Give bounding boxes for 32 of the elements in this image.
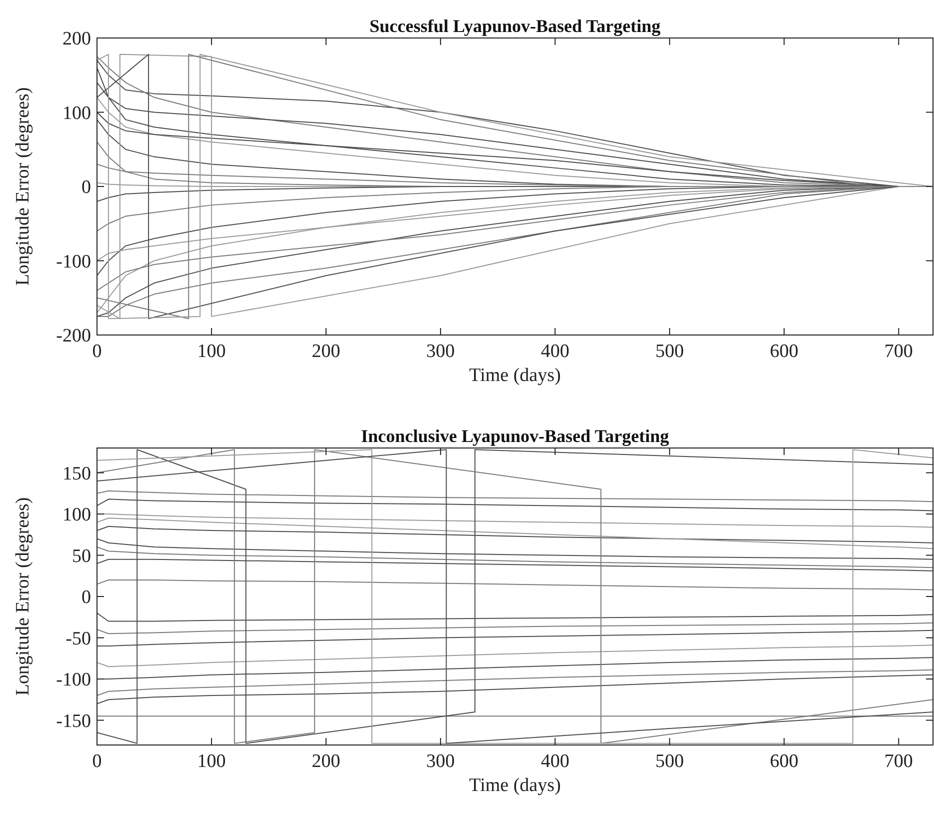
y-tick-label: 50 <box>72 546 91 567</box>
y-tick-label: 100 <box>62 504 91 526</box>
y-tick-label: 0 <box>82 587 91 608</box>
y-tick-label: 200 <box>62 28 91 50</box>
y-tick-label: -150 <box>56 710 91 732</box>
y-tick-label: 150 <box>62 463 91 484</box>
x-tick-label: 100 <box>197 751 226 772</box>
x-axis-title: Time (days) <box>469 365 561 386</box>
x-tick-label: 200 <box>312 751 340 772</box>
x-tick-label: 600 <box>770 341 798 362</box>
y-axis-title: Longitude Error (degrees) <box>12 87 34 286</box>
x-tick-label: 100 <box>197 341 226 362</box>
x-tick-label: 300 <box>426 341 455 362</box>
y-tick-label: 100 <box>62 102 91 124</box>
x-axis-title: Time (days) <box>469 775 561 796</box>
x-tick-label: 700 <box>884 341 913 362</box>
x-tick-label: 400 <box>540 341 570 362</box>
x-tick-label: 700 <box>884 751 913 772</box>
x-tick-label: 500 <box>655 751 684 772</box>
y-tick-label: -50 <box>66 628 91 650</box>
y-tick-label: -100 <box>56 670 91 691</box>
x-tick-label: 600 <box>770 751 798 772</box>
x-tick-label: 500 <box>655 341 684 362</box>
x-tick-label: 400 <box>540 751 570 772</box>
y-tick-label: 0 <box>82 177 91 198</box>
y-tick-label: -200 <box>56 326 91 347</box>
chart-title: Successful Lyapunov-Based Targeting <box>369 16 661 36</box>
chart-title: Inconclusive Lyapunov-Based Targeting <box>360 426 670 446</box>
x-tick-label: 300 <box>426 751 455 772</box>
y-tick-label: -100 <box>56 251 91 272</box>
x-tick-label: 200 <box>312 341 340 362</box>
y-axis-title: Longitude Error (degrees) <box>12 497 34 696</box>
